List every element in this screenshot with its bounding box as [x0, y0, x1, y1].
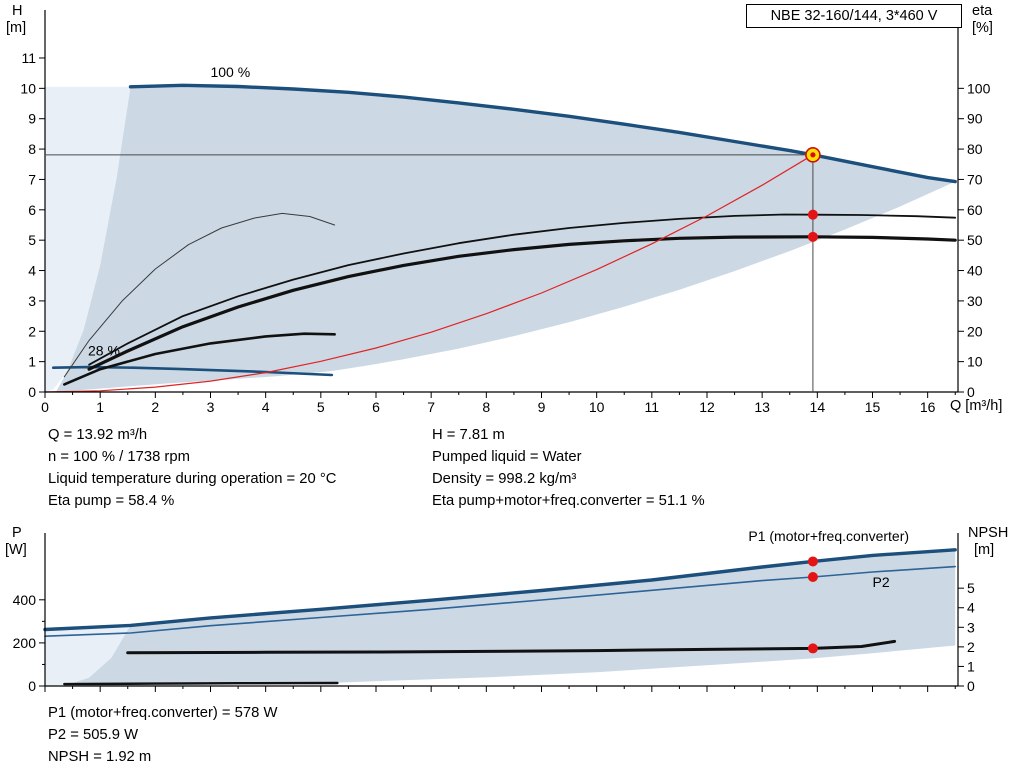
label-100-percent: 100 %	[210, 64, 250, 80]
label-p1: P1 (motor+freq.converter)	[748, 528, 909, 544]
x-axis-title-q: Q [m³/h]	[950, 398, 1003, 414]
y-left-tick-label: 200	[13, 635, 37, 651]
power-npsh-chart: 0 200 400 0 1 2 3 4 5 P1 (motor+freq.converter) P2	[13, 528, 975, 694]
eta-pump-curve	[88, 213, 957, 366]
x-tick-label: 4	[262, 399, 270, 415]
y-left-tick-label: 10	[20, 80, 36, 96]
y-right-tick-label: 30	[967, 293, 983, 309]
x-tick-label: 8	[482, 399, 490, 415]
power-axis-title-p: P	[12, 525, 22, 541]
x-tick-label: 2	[151, 399, 159, 415]
x-tick-label: 16	[920, 399, 936, 415]
info-line-q: Q = 13.92 m³/h	[48, 427, 148, 443]
speed-envelope-region	[56, 85, 956, 392]
p1-point	[807, 556, 818, 567]
power-axis-unit-w: [W]	[5, 542, 27, 558]
x-tick-label: 15	[865, 399, 881, 415]
info-line-p1: P1 (motor+freq.converter) = 578 W	[48, 705, 278, 721]
eta-total-point	[807, 231, 818, 242]
y-right-tick-label: 2	[967, 639, 975, 655]
label-28-percent: 28 %	[88, 343, 120, 359]
x-tick-label: 14	[810, 399, 826, 415]
pump-name-box: NBE 32-160/144, 3*460 V	[746, 4, 962, 28]
p2-curve	[44, 565, 957, 638]
info-line-h: H = 7.81 m	[432, 427, 505, 443]
x-tick-label: 3	[207, 399, 215, 415]
pump-curve-100pct	[128, 83, 957, 184]
y-right-tick-label: 50	[967, 232, 983, 248]
x-tick-label: 7	[427, 399, 435, 415]
y-right-tick-label: 4	[967, 600, 975, 616]
npsh-curve	[126, 639, 897, 655]
info-line-p2: P2 = 505.9 W	[48, 727, 139, 743]
y-left-tick-label: 6	[28, 202, 36, 218]
head-capacity-chart: 0 1 2 3 4 5 6 7 8 9 10 11 12 13 14 15 160123456789101101…	[20, 10, 991, 415]
right-axis-unit-pct: [%]	[972, 20, 993, 36]
x-tick-label: 12	[699, 399, 715, 415]
y-left-tick-label: 0	[28, 384, 36, 400]
eta-curve-28pct	[63, 332, 336, 386]
duty-info-left-column: Q = 13.92 m³/h n = 100 % / 1738 rpm Liqu…	[48, 424, 336, 512]
y-left-tick-label: 2	[28, 323, 36, 339]
y-right-tick-label: 20	[967, 323, 983, 339]
y-right-tick-label: 0	[967, 384, 975, 400]
y-right-tick-label: 0	[967, 678, 975, 694]
system-curve-red	[44, 154, 814, 393]
y-left-tick-label: 4	[28, 263, 36, 279]
y-right-tick-label: 80	[967, 141, 983, 157]
x-tick-label: 9	[538, 399, 546, 415]
y-left-tick-label: 400	[13, 592, 37, 608]
y-right-tick-label: 3	[967, 619, 975, 635]
min-flow-region-power	[45, 625, 131, 686]
eta-total-curve	[87, 235, 957, 371]
y-right-tick-label: 40	[967, 263, 983, 279]
y-left-tick-label: 8	[28, 141, 36, 157]
y-right-tick-label: 100	[967, 80, 991, 96]
x-tick-label: 6	[372, 399, 380, 415]
eta-pump-point	[807, 209, 818, 220]
x-tick-label: 5	[317, 399, 325, 415]
label-p2: P2	[872, 574, 889, 590]
y-right-tick-label: 10	[967, 354, 983, 370]
p2-point	[807, 571, 818, 582]
y-left-tick-label: 3	[28, 293, 36, 309]
x-tick-label: 0	[41, 399, 49, 415]
npsh-point	[807, 643, 818, 654]
left-axis-title-h: H	[12, 3, 23, 19]
x-tick-label: 13	[754, 399, 770, 415]
info-line-density: Density = 998.2 kg/m³	[432, 471, 577, 487]
info-line-eta-pump: Eta pump = 58.4 %	[48, 493, 175, 509]
info-line-npsh: NPSH = 1.92 m	[48, 749, 152, 765]
x-tick-label: 10	[589, 399, 605, 415]
left-axis-unit-m: [m]	[6, 20, 27, 36]
y-left-tick-label: 11	[21, 50, 36, 66]
info-line-temperature: Liquid temperature during operation = 20…	[48, 471, 337, 487]
y-right-tick-label: 5	[967, 580, 975, 596]
y-left-tick-label: 0	[28, 678, 36, 694]
low-speed-power-curve	[63, 681, 339, 686]
y-right-tick-label: 70	[967, 171, 983, 187]
y-left-tick-label: 1	[28, 354, 36, 370]
power-info-column: P1 (motor+freq.converter) = 578 W P2 = 5…	[48, 702, 277, 768]
y-right-tick-label: 1	[967, 658, 975, 674]
x-tick-label: 1	[96, 399, 104, 415]
y-right-tick-label: 90	[967, 111, 983, 127]
info-line-liquid: Pumped liquid = Water	[432, 449, 582, 465]
info-line-eta-total: Eta pump+motor+freq.converter = 51.1 %	[432, 493, 705, 509]
y-left-tick-label: 5	[28, 232, 36, 248]
p1-curve	[43, 548, 957, 632]
y-right-tick-label: 60	[967, 202, 983, 218]
x-tick-label: 11	[645, 399, 660, 415]
y-left-tick-label: 9	[28, 111, 36, 127]
eta-curve-reduced-speed-thin	[63, 212, 336, 378]
npsh-axis-title: NPSH	[968, 525, 1009, 541]
y-left-tick-label: 7	[28, 171, 36, 187]
right-axis-title-eta: eta	[972, 3, 993, 19]
duty-info-right-column: H = 7.81 m Pumped liquid = Water Density…	[432, 424, 705, 512]
min-flow-region	[45, 86, 131, 393]
duty-point-center	[810, 152, 816, 158]
info-line-speed: n = 100 % / 1738 rpm	[48, 449, 190, 465]
npsh-axis-unit-m: [m]	[974, 542, 995, 558]
